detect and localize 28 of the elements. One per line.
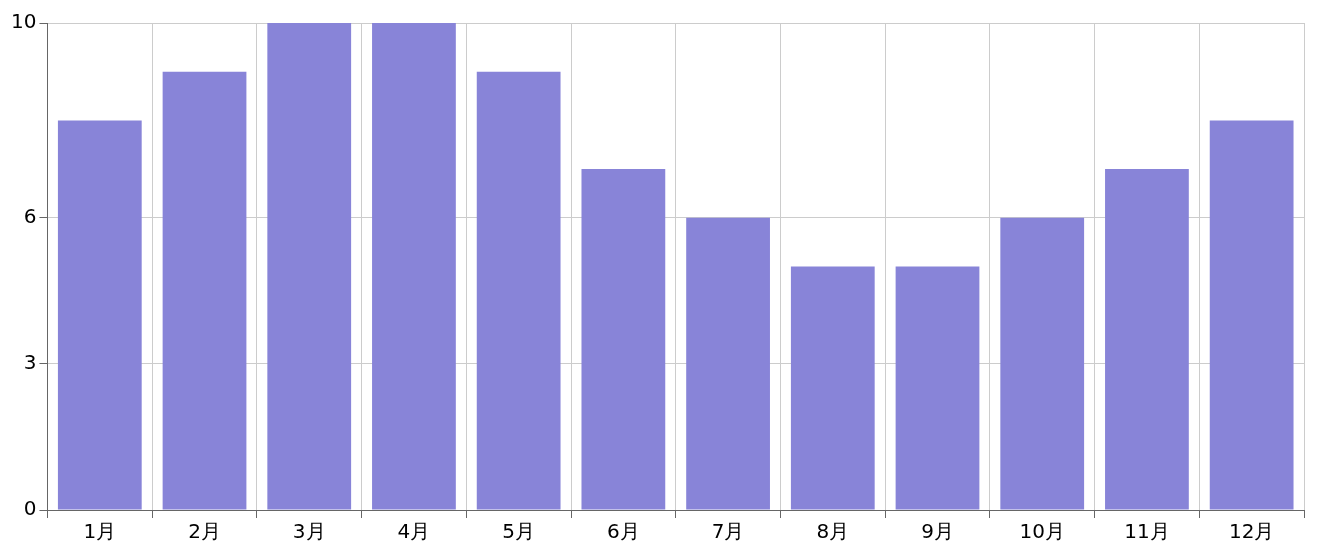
x-tick-label: 6月 bbox=[607, 519, 640, 544]
x-tick-label: 1月 bbox=[83, 519, 117, 544]
x-tick-label: 10月 bbox=[1019, 519, 1065, 544]
x-tick-label: 5月 bbox=[502, 519, 536, 544]
y-tick-label: 10 bbox=[11, 9, 37, 34]
x-tick-label: 4月 bbox=[397, 519, 431, 544]
y-tick-label: 0 bbox=[23, 496, 37, 521]
x-tick-label: 7月 bbox=[711, 519, 745, 544]
bar bbox=[57, 120, 142, 510]
bar bbox=[895, 266, 980, 510]
bar bbox=[267, 23, 352, 510]
y-tick-label: 6 bbox=[23, 204, 37, 228]
bar bbox=[790, 266, 875, 510]
x-tick-label: 8月 bbox=[816, 519, 850, 544]
bar bbox=[476, 71, 561, 510]
bar bbox=[1105, 169, 1189, 510]
bar bbox=[686, 217, 770, 510]
x-tick-label: 12月 bbox=[1228, 519, 1275, 544]
bar bbox=[581, 169, 666, 510]
x-tick-label: 9月 bbox=[921, 519, 954, 544]
x-tick-label: 11月 bbox=[1124, 519, 1170, 544]
bar bbox=[1209, 120, 1294, 510]
bar bbox=[162, 71, 247, 510]
bar bbox=[372, 23, 456, 510]
x-tick-label: 3月 bbox=[292, 519, 326, 544]
y-tick-label: 3 bbox=[23, 350, 37, 375]
bar bbox=[1000, 217, 1085, 510]
x-tick-label: 2月 bbox=[188, 519, 221, 544]
